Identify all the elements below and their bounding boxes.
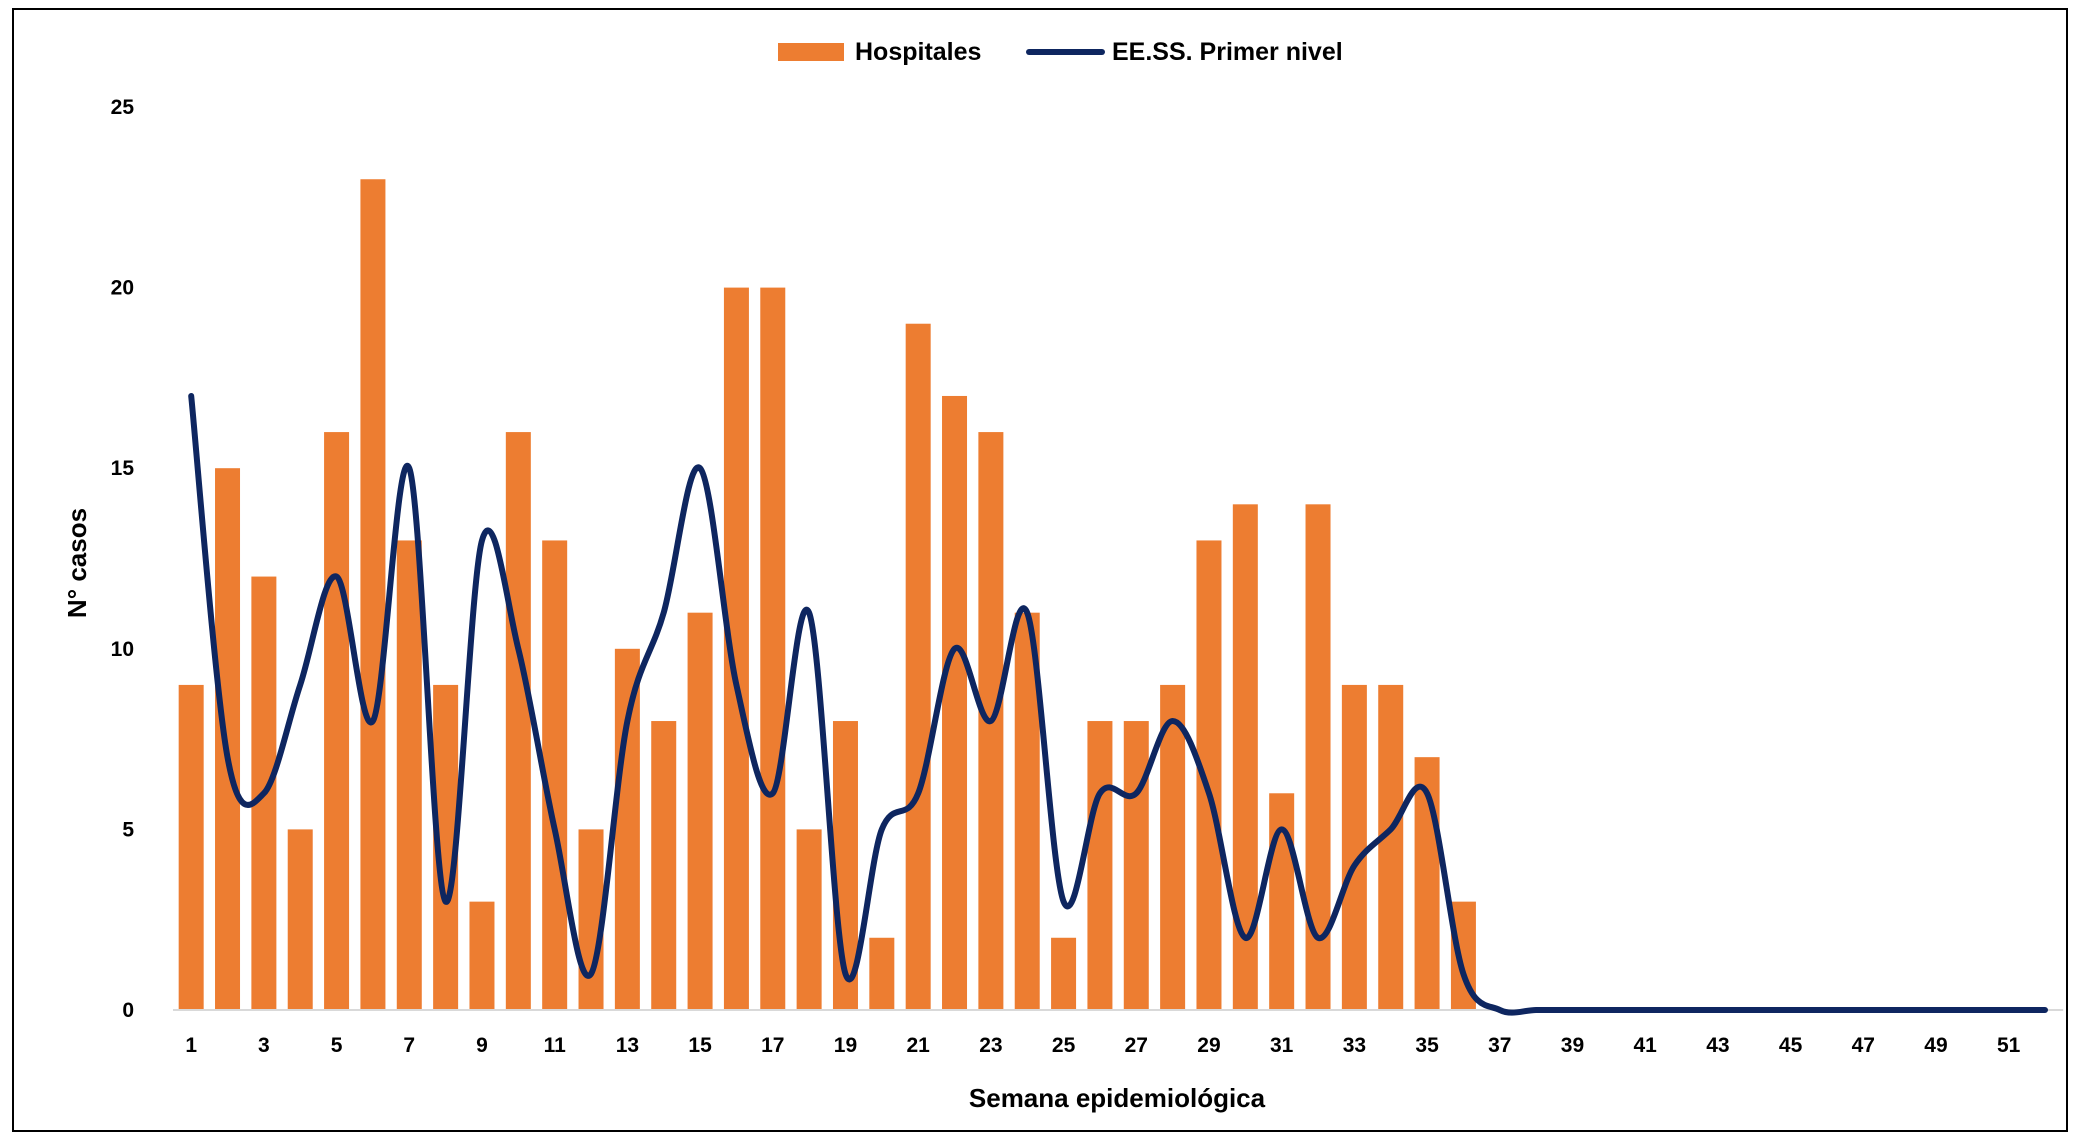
x-tick-label: 41 [1633, 1034, 1657, 1057]
bar [505, 432, 531, 1011]
x-tick-label: 21 [906, 1034, 930, 1057]
bar [687, 612, 713, 1010]
bar [1087, 721, 1113, 1010]
bar [760, 287, 786, 1011]
y-tick-label: 0 [122, 999, 134, 1022]
bar [796, 829, 822, 1010]
bar [287, 829, 313, 1010]
x-tick-label: 9 [476, 1034, 488, 1057]
x-tick-label: 15 [688, 1034, 712, 1057]
x-tick-label: 19 [834, 1034, 857, 1057]
x-tick-label: 35 [1415, 1034, 1439, 1057]
bar [905, 323, 931, 1011]
bar [1051, 937, 1077, 1010]
bar [1123, 721, 1149, 1010]
x-tick-label: 1 [185, 1034, 197, 1057]
legend-label-line: EE.SS. Primer nivel [1112, 38, 1343, 66]
x-tick-label: 7 [403, 1034, 415, 1057]
x-tick-label: 13 [616, 1034, 639, 1057]
chart-frame: Hospitales EE.SS. Primer nivel N° casos … [12, 8, 2068, 1132]
x-axis: 1 3 5 7 9 11 13 15 17 19 21 23 25 27 29 31 33 35 37 39 41 43 4… [185, 1034, 2020, 1057]
bar [1160, 684, 1186, 1010]
bar [469, 901, 495, 1010]
x-tick-label: 45 [1779, 1034, 1803, 1057]
legend-swatch-bars [778, 43, 844, 61]
x-tick-label: 39 [1561, 1034, 1584, 1057]
bar-series [178, 179, 1476, 1011]
y-tick-label: 15 [111, 457, 135, 480]
x-tick-label: 43 [1706, 1034, 1729, 1057]
y-tick-label: 20 [111, 277, 134, 300]
x-tick-label: 27 [1125, 1034, 1148, 1057]
y-axis: 0 5 10 15 20 25 [111, 96, 135, 1022]
x-tick-label: 31 [1270, 1034, 1294, 1057]
x-tick-label: 25 [1052, 1034, 1076, 1057]
bar [1269, 793, 1295, 1010]
x-tick-label: 5 [331, 1034, 343, 1057]
bar [360, 179, 386, 1011]
x-tick-label: 23 [979, 1034, 1002, 1057]
bar [869, 937, 895, 1010]
x-tick-label: 49 [1924, 1034, 1947, 1057]
chart-svg: Hospitales EE.SS. Primer nivel N° casos … [62, 38, 2064, 1113]
bar [1341, 684, 1367, 1010]
x-tick-label: 29 [1197, 1034, 1220, 1057]
x-tick-label: 11 [544, 1034, 567, 1057]
x-tick-label: 51 [1997, 1034, 2021, 1057]
bar [178, 684, 204, 1010]
bar [396, 540, 422, 1010]
bar [324, 432, 350, 1011]
y-tick-label: 10 [111, 638, 134, 661]
legend: Hospitales EE.SS. Primer nivel [778, 38, 1343, 66]
y-tick-label: 25 [111, 96, 135, 119]
y-axis-title: N° casos [62, 508, 92, 618]
x-tick-label: 37 [1488, 1034, 1511, 1057]
x-tick-label: 3 [258, 1034, 270, 1057]
bar [651, 721, 677, 1010]
series-line [188, 393, 2048, 1016]
x-tick-label: 17 [761, 1034, 784, 1057]
x-axis-title: Semana epidemiológica [969, 1083, 1266, 1113]
bar [1378, 684, 1404, 1010]
x-tick-label: 33 [1343, 1034, 1366, 1057]
y-tick-label: 5 [122, 818, 134, 841]
legend-label-bars: Hospitales [855, 38, 981, 66]
line-series [188, 393, 2048, 1016]
bar [942, 395, 968, 1011]
x-tick-label: 47 [1852, 1034, 1875, 1057]
bar [614, 648, 640, 1010]
